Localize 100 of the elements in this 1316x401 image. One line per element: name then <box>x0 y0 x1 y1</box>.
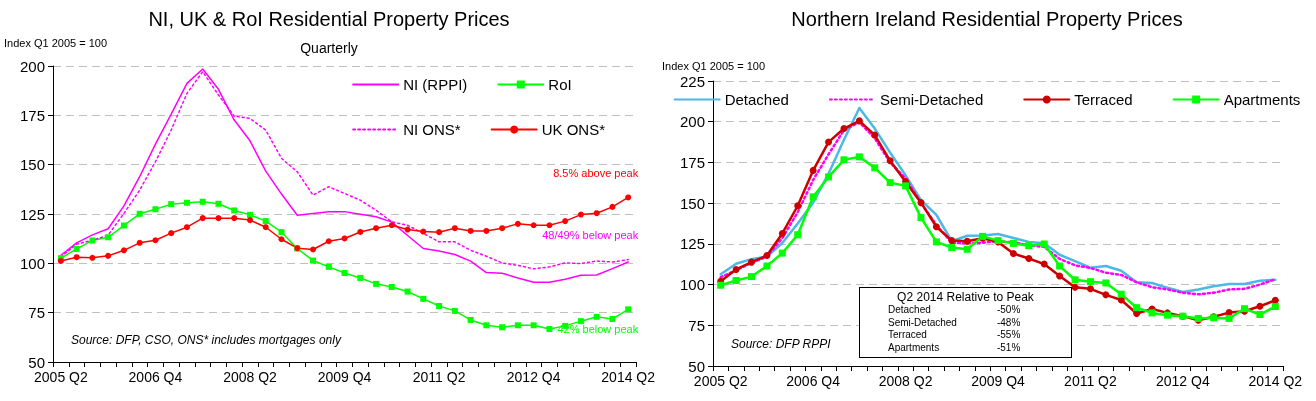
annotation: -51% <box>995 341 1021 354</box>
point <box>917 199 925 207</box>
point <box>932 238 940 246</box>
point <box>1148 309 1156 317</box>
point <box>840 125 848 133</box>
x-tick-label: 2014 Q2 <box>1248 373 1303 389</box>
point <box>404 288 411 295</box>
point <box>871 164 879 172</box>
point <box>168 201 175 208</box>
y-tick-label: 125 <box>679 235 705 253</box>
annotation: Apartments <box>888 341 941 354</box>
y-tick-label: 175 <box>679 153 705 171</box>
point <box>825 173 833 181</box>
y-tick-label: 125 <box>19 205 45 223</box>
point <box>278 229 285 236</box>
point <box>357 274 364 281</box>
point <box>483 227 490 234</box>
point <box>168 230 175 237</box>
point <box>963 245 971 253</box>
legend-label: UK ONS* <box>541 121 606 138</box>
point <box>809 193 817 201</box>
point <box>183 199 190 206</box>
point <box>902 182 910 190</box>
point <box>1117 290 1125 298</box>
point <box>763 262 771 270</box>
x-tick-label: 2009 Q4 <box>317 369 372 385</box>
point <box>325 238 332 245</box>
point <box>404 226 411 233</box>
point <box>341 235 348 242</box>
point <box>514 322 521 329</box>
point <box>593 210 600 217</box>
y-tick-label: 200 <box>679 113 705 131</box>
legend-label: Apartments <box>1223 91 1301 108</box>
x-tick-label: 2005 Q2 <box>693 373 748 389</box>
point <box>1056 262 1064 270</box>
annotation: 48/49% below peak <box>542 229 639 242</box>
point <box>73 254 80 261</box>
point <box>89 237 96 244</box>
point <box>625 306 632 313</box>
legend-label: Semi-Detached <box>879 91 984 108</box>
point <box>278 236 285 243</box>
y-tick-label: 75 <box>688 316 705 334</box>
chart-subtitle: Quarterly <box>300 40 358 56</box>
point <box>886 179 894 187</box>
y-tick-label: 225 <box>679 72 705 90</box>
point <box>357 228 364 235</box>
point <box>1102 291 1110 299</box>
point <box>420 228 427 235</box>
point <box>262 218 269 225</box>
point <box>1133 310 1141 318</box>
point <box>1040 260 1048 268</box>
y-tick-label: 75 <box>28 304 45 322</box>
point <box>215 200 222 207</box>
point <box>794 231 802 239</box>
point <box>120 222 127 229</box>
point <box>105 252 112 259</box>
point <box>609 203 616 210</box>
point <box>840 156 848 164</box>
point <box>1271 303 1279 311</box>
point <box>1025 255 1033 263</box>
legend-label: Terraced <box>1074 91 1133 108</box>
x-tick-label: 2009 Q4 <box>971 373 1026 389</box>
point <box>373 225 380 232</box>
x-tick-label: 2014 Q2 <box>601 369 656 385</box>
x-tick-label: 2008 Q2 <box>878 373 933 389</box>
point <box>1009 239 1017 247</box>
point <box>215 215 222 222</box>
point <box>467 227 474 234</box>
point <box>136 210 143 217</box>
point <box>748 273 756 281</box>
point <box>388 284 395 291</box>
x-tick-label: 2012 Q4 <box>1156 373 1210 389</box>
point <box>809 166 817 174</box>
annotation: Source: DFP, CSO, ONS* includes mortgages only <box>71 333 342 347</box>
chart-title: NI, UK & RoI Residential Property Prices <box>148 8 510 30</box>
point <box>855 117 863 125</box>
annotation: Detached <box>888 304 932 317</box>
x-tick-label: 2006 Q4 <box>128 369 183 385</box>
point <box>325 263 332 270</box>
y-tick-label: 175 <box>19 106 45 124</box>
x-tick-label: 2008 Q2 <box>223 369 278 385</box>
point <box>246 211 253 218</box>
annotation: Semi-Detached <box>888 316 957 329</box>
point <box>89 254 96 261</box>
point <box>1271 296 1279 304</box>
point <box>1086 285 1094 293</box>
point <box>855 153 863 161</box>
point <box>310 257 317 264</box>
annotation: Source: DFP RPPI <box>731 337 832 351</box>
point <box>73 245 80 252</box>
point <box>732 265 740 273</box>
point <box>420 295 427 302</box>
point <box>436 302 443 309</box>
y-tick-label: 100 <box>19 254 45 272</box>
chart-title: Northern Ireland Residential Property Prices <box>791 8 1183 30</box>
point <box>917 214 925 222</box>
annotation: Terraced <box>888 329 928 342</box>
x-tick-label: 2006 Q4 <box>786 373 841 389</box>
annotation: -48% <box>995 316 1021 329</box>
point <box>514 220 521 227</box>
